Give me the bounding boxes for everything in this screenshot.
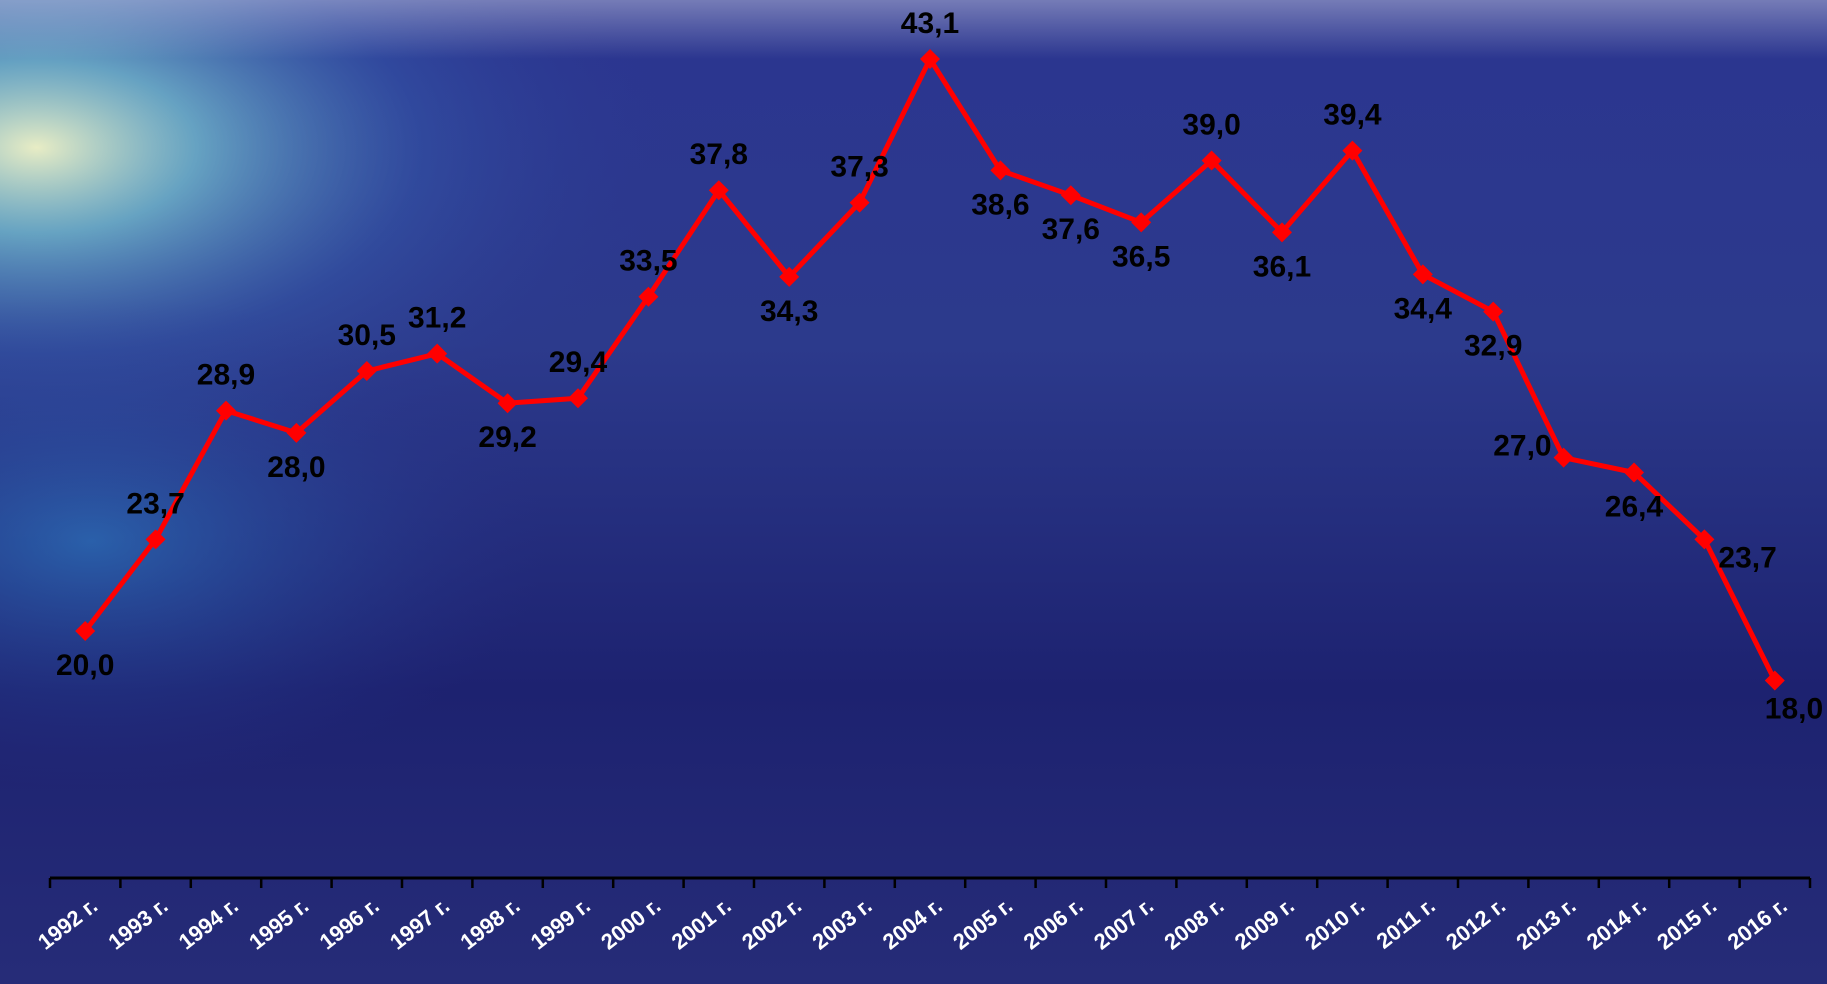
data-label: 37,3	[830, 151, 888, 184]
data-point	[427, 343, 448, 364]
data-point	[1131, 212, 1152, 233]
data-point	[1060, 185, 1081, 206]
data-label: 34,3	[760, 295, 818, 328]
data-label: 30,5	[338, 319, 396, 352]
data-label: 18,0	[1765, 693, 1823, 726]
data-point	[849, 192, 870, 213]
data-point	[1624, 462, 1644, 483]
data-point	[1272, 222, 1292, 243]
data-label: 31,2	[408, 302, 466, 335]
data-point	[1342, 140, 1363, 161]
data-point	[1764, 670, 1785, 691]
data-label: 38,6	[971, 188, 1029, 221]
data-point	[1483, 301, 1504, 322]
data-point	[75, 621, 96, 641]
data-point	[568, 388, 588, 409]
data-point	[216, 400, 236, 421]
data-label: 28,9	[197, 359, 255, 392]
data-label: 23,7	[1718, 541, 1776, 574]
data-label: 26,4	[1605, 491, 1664, 524]
data-label: 27,0	[1493, 430, 1551, 463]
data-label: 39,0	[1182, 109, 1240, 142]
data-point	[497, 393, 518, 414]
data-label: 29,2	[478, 421, 536, 454]
data-point	[990, 160, 1011, 181]
data-point	[779, 266, 800, 287]
data-label: 39,4	[1323, 99, 1382, 132]
data-label: 23,7	[126, 487, 184, 520]
data-point	[708, 180, 729, 201]
data-label: 32,9	[1464, 330, 1522, 363]
data-point	[286, 422, 307, 443]
data-label: 36,1	[1253, 250, 1311, 283]
data-label: 20,0	[56, 649, 114, 682]
data-point	[356, 361, 377, 381]
data-point	[1201, 150, 1222, 171]
data-label: 43,1	[901, 7, 959, 40]
data-label: 28,0	[267, 451, 325, 484]
data-label: 34,4	[1394, 292, 1453, 325]
data-point	[920, 49, 940, 69]
data-point	[1412, 264, 1433, 285]
data-label: 36,5	[1112, 240, 1170, 273]
data-label: 33,5	[619, 245, 677, 278]
data-point	[1694, 529, 1715, 550]
data-label: 29,4	[549, 346, 608, 379]
data-point	[1553, 447, 1574, 468]
data-label: 37,8	[690, 138, 748, 171]
data-label: 37,6	[1042, 213, 1100, 246]
data-point	[638, 286, 659, 307]
data-point	[145, 529, 166, 550]
